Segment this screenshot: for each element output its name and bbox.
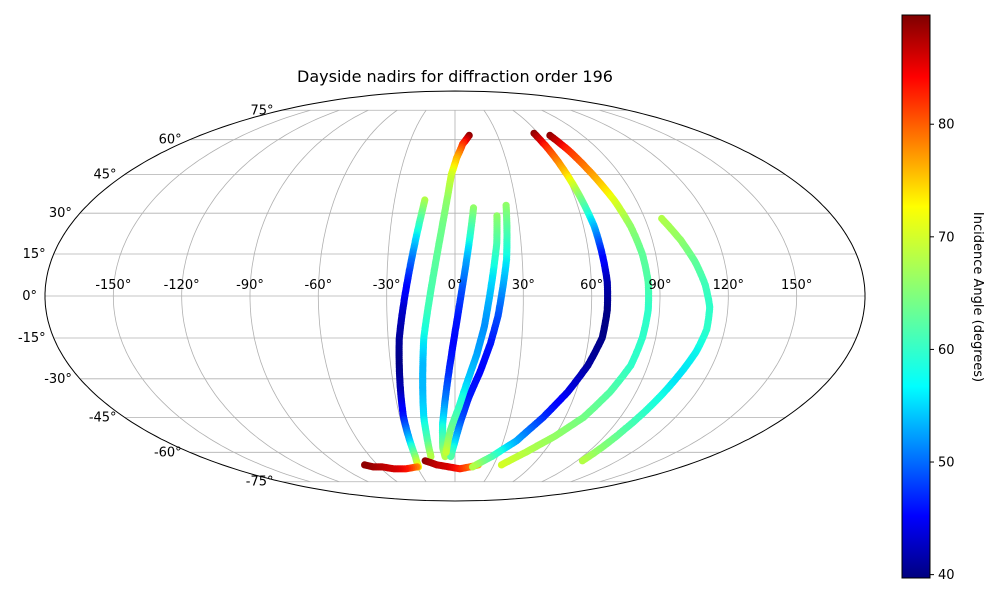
data-point: [469, 463, 477, 471]
map-outline: [44, 90, 866, 502]
latitude-tick-label: -60°: [154, 445, 182, 460]
longitude-tick-label: 60°: [580, 278, 603, 293]
longitude-tick-label: 90°: [648, 278, 671, 293]
latitude-tick-labels: -75° -60° -45° -30° -15° 0° 15° 30° 45° 60° 75°: [18, 103, 274, 489]
colorbar: 40 50 60 70 80 Incidence Angle (degrees): [901, 14, 985, 583]
longitude-tick-label: 150°: [781, 278, 812, 293]
latitude-tick-label: 45°: [94, 168, 117, 183]
latitude-tick-label: 75°: [250, 103, 273, 118]
longitude-tick-label: 120°: [713, 278, 744, 293]
latitude-tick-label: 15°: [23, 247, 46, 262]
data-point: [497, 461, 506, 469]
latitude-tick-label: -15°: [18, 331, 46, 346]
colorbar-gradient: [901, 14, 931, 579]
latitude-tick-label: -45°: [89, 410, 117, 425]
longitude-tick-label: -30°: [373, 278, 401, 293]
data-point: [447, 453, 455, 461]
latitude-tick-label: -75°: [246, 475, 274, 490]
longitude-tick-label: -120°: [164, 278, 200, 293]
data-point: [442, 448, 450, 456]
longitude-tick-label: -90°: [236, 278, 264, 293]
colorbar-tick-label: 70: [938, 230, 955, 245]
latitude-tick-label: -30°: [44, 372, 72, 387]
data-points: [361, 129, 714, 473]
data-point: [427, 453, 435, 461]
chart-title: Dayside nadirs for diffraction order 196: [297, 67, 613, 86]
latitude-tick-label: 30°: [49, 206, 72, 221]
colorbar-tick-label: 80: [938, 118, 955, 133]
latitude-tick-label: 60°: [159, 133, 182, 148]
longitude-tick-label: -150°: [95, 278, 131, 293]
colorbar-label: Incidence Angle (degrees): [970, 212, 985, 382]
longitude-tick-label: 30°: [512, 278, 535, 293]
latitude-tick-label: 0°: [22, 289, 37, 304]
data-point: [361, 461, 369, 469]
longitude-tick-label: 0°: [448, 278, 463, 293]
longitude-tick-label: -60°: [304, 278, 332, 293]
longitude-tick-labels: -150° -120° -90° -60° -30° 0° 30° 60° 90° 120° 150…: [95, 278, 812, 293]
colorbar-tick-label: 40: [938, 568, 955, 583]
colorbar-tick-label: 50: [938, 456, 955, 471]
colorbar-ticks: 40 50 60 70 80: [930, 118, 955, 583]
colorbar-tick-label: 60: [938, 343, 955, 358]
data-point: [578, 457, 587, 465]
